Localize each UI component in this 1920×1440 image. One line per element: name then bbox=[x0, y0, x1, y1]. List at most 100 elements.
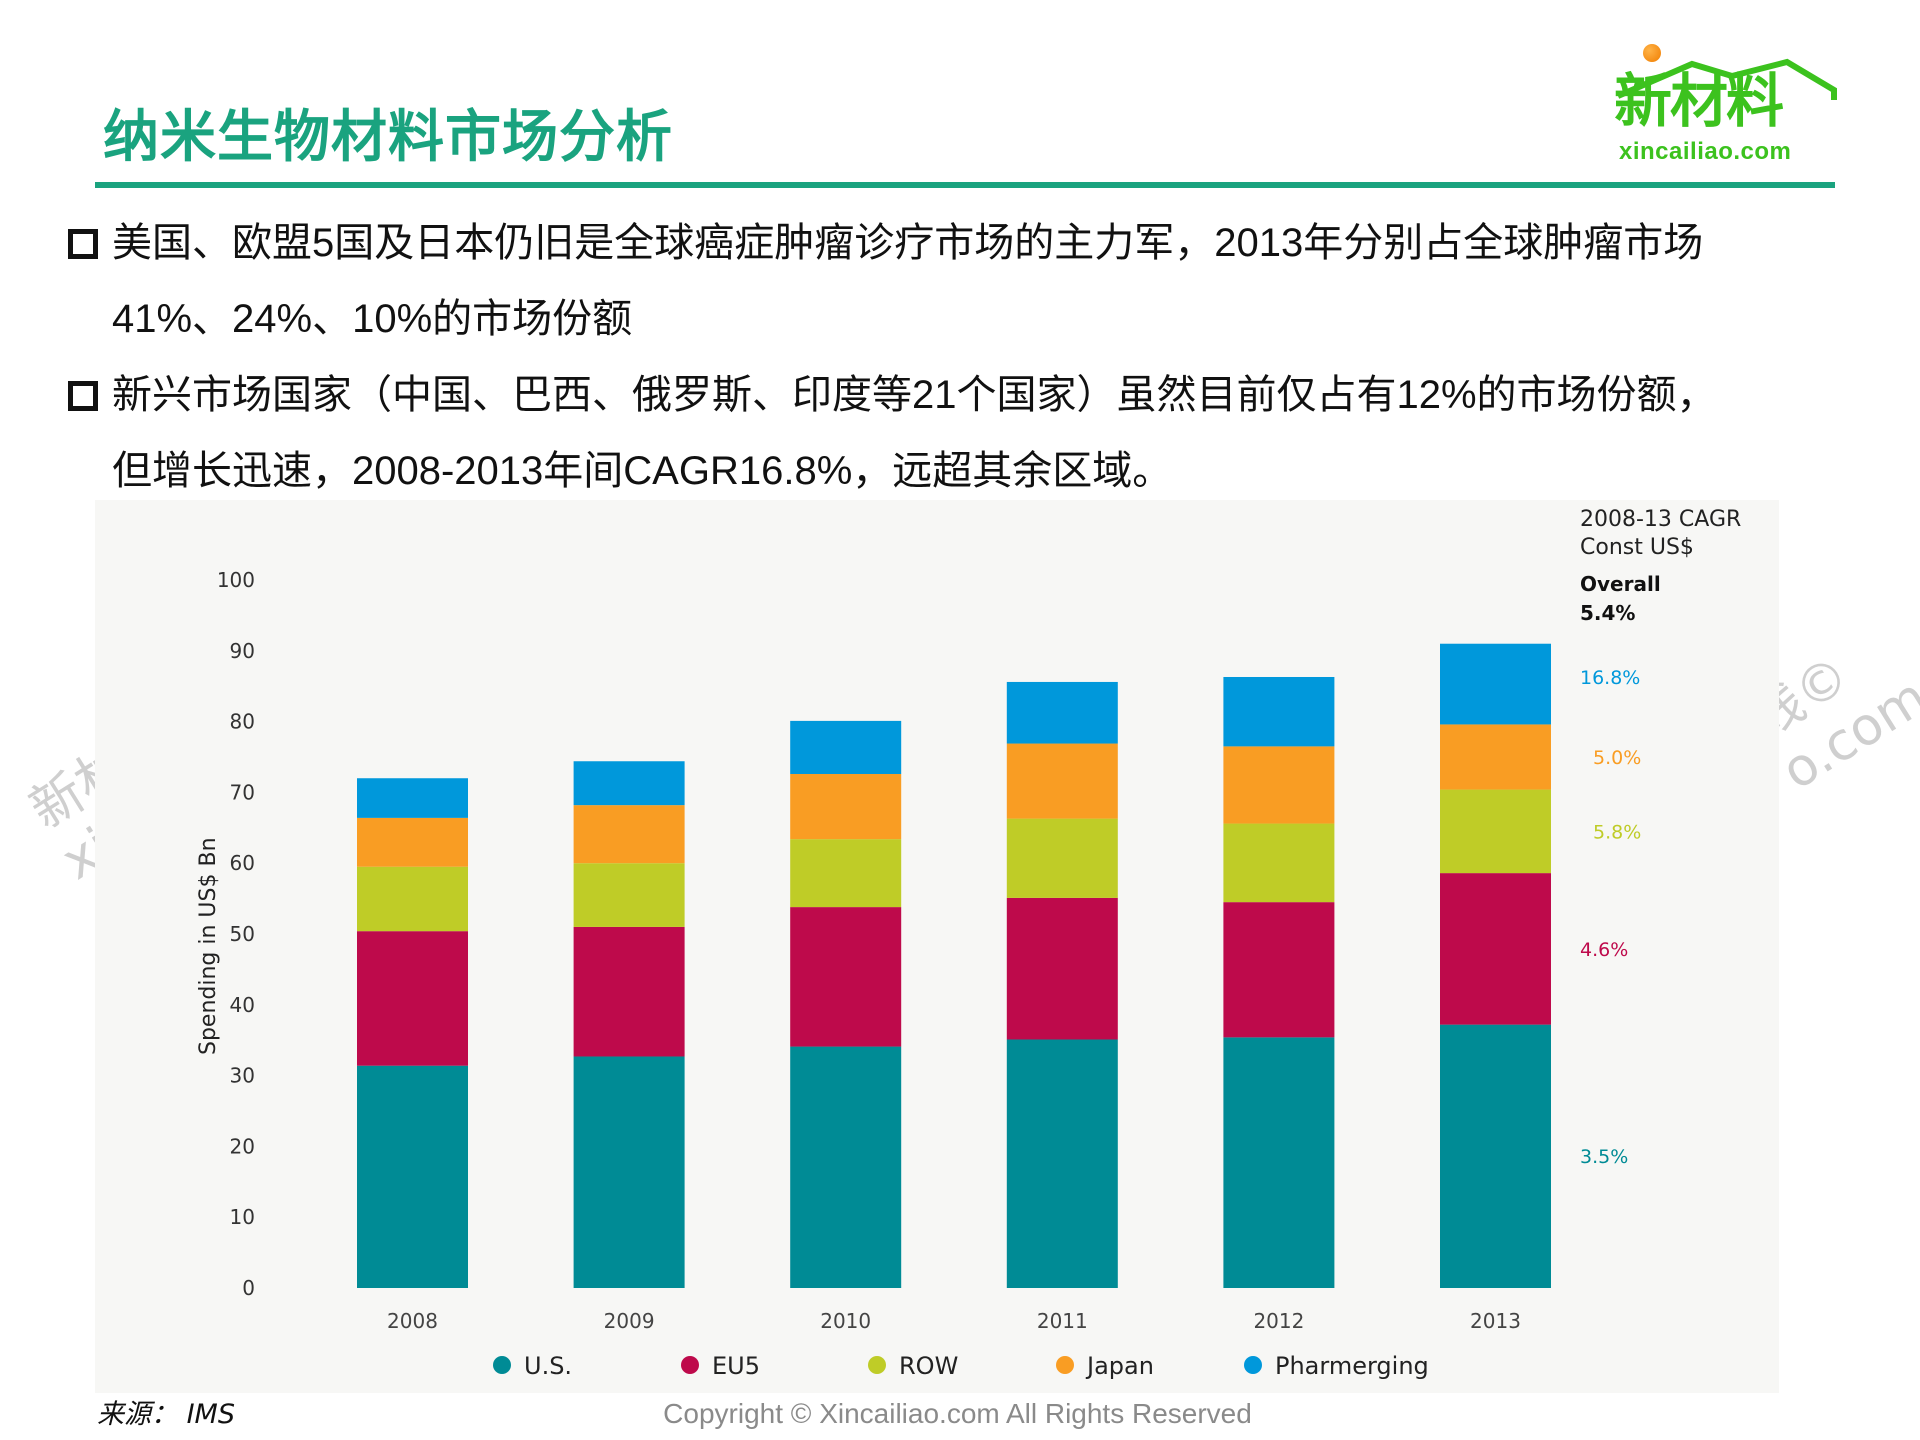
bar-segment-row-2012 bbox=[1223, 823, 1335, 903]
bullet-text: 41%、24%、10%的市场份额 bbox=[112, 297, 633, 341]
bar-segment-japan-2008 bbox=[357, 817, 468, 867]
bar-segment-japan-2013 bbox=[1440, 724, 1551, 790]
y-tick-label: 90 bbox=[230, 639, 255, 663]
bar-segment-japan-2012 bbox=[1223, 746, 1335, 824]
y-tick-label: 80 bbox=[230, 710, 255, 734]
bar-segment-row-2009 bbox=[573, 863, 685, 927]
bar-segment-us-2013 bbox=[1440, 1024, 1551, 1288]
y-tick-label: 70 bbox=[230, 780, 255, 804]
brand-logo: 新材料 xincailiao.com bbox=[1600, 30, 1850, 170]
bar-segment-pharmerging-2013 bbox=[1440, 643, 1551, 725]
bars bbox=[357, 643, 1551, 1288]
y-tick-label: 40 bbox=[230, 993, 255, 1017]
square-bullet-icon bbox=[68, 381, 98, 411]
x-tick-label: 2013 bbox=[1470, 1309, 1521, 1333]
bar-segment-row-2010 bbox=[790, 839, 902, 908]
cagr-panel: 2008-13 CAGR Const US$ Overall 5.4% 3.5%… bbox=[1580, 507, 1741, 1168]
title-divider bbox=[95, 182, 1835, 188]
chart-panel: 0 10 20 30 40 50 60 70 80 90 100 Spending in US$ B… bbox=[95, 500, 1779, 1393]
bar-segment-japan-2010 bbox=[790, 773, 902, 840]
x-tick-label: 2012 bbox=[1253, 1309, 1304, 1333]
cagr-heading: Const US$ bbox=[1580, 535, 1694, 560]
bar-segment-pharmerging-2008 bbox=[357, 778, 468, 818]
bar-segment-row-2013 bbox=[1440, 789, 1551, 874]
bar-segment-pharmerging-2011 bbox=[1006, 681, 1118, 744]
legend-dot-icon bbox=[493, 1356, 511, 1374]
legend-label: Japan bbox=[1085, 1352, 1154, 1380]
stacked-bar-chart: 0 10 20 30 40 50 60 70 80 90 100 Spending in US$ B… bbox=[196, 507, 1741, 1380]
sun-icon bbox=[1643, 44, 1661, 62]
y-tick-label: 20 bbox=[230, 1134, 255, 1158]
y-tick-label: 10 bbox=[230, 1205, 255, 1229]
slide-title: 纳米生物材料市场分析 bbox=[103, 105, 673, 170]
y-axis: 0 10 20 30 40 50 60 70 80 90 100 bbox=[217, 568, 255, 1300]
bar-segment-row-2008 bbox=[357, 866, 468, 932]
cagr-value-us: 3.5% bbox=[1580, 1146, 1628, 1168]
bar-segment-us-2009 bbox=[573, 1056, 685, 1288]
legend-label: EU5 bbox=[712, 1352, 760, 1380]
bar-segment-pharmerging-2010 bbox=[790, 720, 902, 774]
bar-segment-row-2011 bbox=[1006, 818, 1118, 898]
bar-stack-2013 bbox=[1440, 643, 1551, 1288]
y-axis-label: Spending in US$ Bn bbox=[196, 837, 221, 1055]
y-tick-label: 50 bbox=[230, 922, 255, 946]
cagr-value-pharmerging: 16.8% bbox=[1580, 667, 1640, 689]
bar-segment-japan-2009 bbox=[573, 805, 685, 864]
cagr-value-japan: 5.0% bbox=[1593, 747, 1641, 769]
bar-segment-us-2012 bbox=[1223, 1037, 1335, 1288]
bar-stack-2012 bbox=[1223, 676, 1335, 1288]
logo-text-cn: 新材料 bbox=[1614, 67, 1784, 135]
cagr-value-row: 5.8% bbox=[1593, 821, 1641, 843]
bullet-item: 美国、欧盟5国及日本仍旧是全球癌症肿瘤诊疗市场的主力军，2013年分别占全球肿瘤… bbox=[64, 205, 1864, 357]
legend-label: Pharmerging bbox=[1275, 1352, 1429, 1380]
bar-segment-pharmerging-2009 bbox=[573, 761, 685, 806]
cagr-overall-label: Overall bbox=[1580, 572, 1661, 596]
bullet-text: 新兴市场国家（中国、巴西、俄罗斯、印度等21个国家）虽然目前仅占有12%的市场份… bbox=[112, 373, 1717, 417]
x-tick-label: 2011 bbox=[1037, 1309, 1088, 1333]
roof-icon bbox=[1616, 58, 1837, 100]
copyright-text: Copyright © Xincailiao.com All Rights Re… bbox=[663, 1398, 1252, 1429]
bar-segment-pharmerging-2012 bbox=[1223, 676, 1335, 747]
square-bullet-icon bbox=[68, 229, 98, 259]
bar-segment-eu5-2008 bbox=[357, 931, 468, 1066]
x-tick-label: 2009 bbox=[604, 1309, 655, 1333]
bar-segment-eu5-2013 bbox=[1440, 873, 1551, 1025]
bar-stack-2010 bbox=[790, 720, 902, 1288]
legend-dot-icon bbox=[681, 1356, 699, 1374]
legend: U.S. EU5 ROW Japan Pharmerging bbox=[493, 1352, 1429, 1380]
legend-label: ROW bbox=[899, 1352, 958, 1380]
legend-dot-icon bbox=[1244, 1356, 1262, 1374]
y-tick-label: 100 bbox=[217, 568, 255, 592]
legend-dot-icon bbox=[1056, 1356, 1074, 1374]
bar-segment-eu5-2012 bbox=[1223, 902, 1335, 1038]
bullet-text: 但增长迅速，2008-2013年间CAGR16.8%，远超其余区域。 bbox=[112, 449, 1173, 493]
bar-segment-us-2008 bbox=[357, 1065, 468, 1288]
legend-item-row: ROW bbox=[868, 1352, 958, 1380]
bar-stack-2011 bbox=[1006, 681, 1118, 1288]
cagr-overall-value: 5.4% bbox=[1580, 601, 1635, 625]
bar-segment-eu5-2011 bbox=[1006, 897, 1118, 1040]
bar-segment-us-2011 bbox=[1006, 1039, 1118, 1288]
legend-dot-icon bbox=[868, 1356, 886, 1374]
legend-item-eu5: EU5 bbox=[681, 1352, 760, 1380]
source-note: 来源： IMS bbox=[97, 1399, 235, 1430]
y-tick-label: 30 bbox=[230, 1064, 255, 1088]
cagr-heading: 2008-13 CAGR bbox=[1580, 507, 1741, 532]
copyright-footer: Copyright © Xincailiao.com All Rights Re… bbox=[0, 1398, 1920, 1430]
bar-segment-eu5-2009 bbox=[573, 926, 685, 1057]
x-tick-label: 2008 bbox=[387, 1309, 438, 1333]
x-axis: 2008 2009 2010 2011 2012 2013 bbox=[387, 1309, 1521, 1333]
bar-stack-2009 bbox=[573, 761, 685, 1288]
x-tick-label: 2010 bbox=[820, 1309, 871, 1333]
bullet-item: 新兴市场国家（中国、巴西、俄罗斯、印度等21个国家）虽然目前仅占有12%的市场份… bbox=[64, 357, 1864, 509]
bullet-text: 美国、欧盟5国及日本仍旧是全球癌症肿瘤诊疗市场的主力军，2013年分别占全球肿瘤… bbox=[112, 221, 1704, 265]
bar-segment-us-2010 bbox=[790, 1046, 902, 1288]
logo-text-en: xincailiao.com bbox=[1619, 138, 1792, 165]
legend-item-japan: Japan bbox=[1056, 1352, 1154, 1380]
legend-item-pharmerging: Pharmerging bbox=[1244, 1352, 1429, 1380]
y-tick-label: 60 bbox=[230, 851, 255, 875]
legend-label: U.S. bbox=[524, 1352, 572, 1380]
legend-item-us: U.S. bbox=[493, 1352, 572, 1380]
bar-stack-2008 bbox=[357, 778, 468, 1288]
bar-segment-eu5-2010 bbox=[790, 907, 902, 1047]
